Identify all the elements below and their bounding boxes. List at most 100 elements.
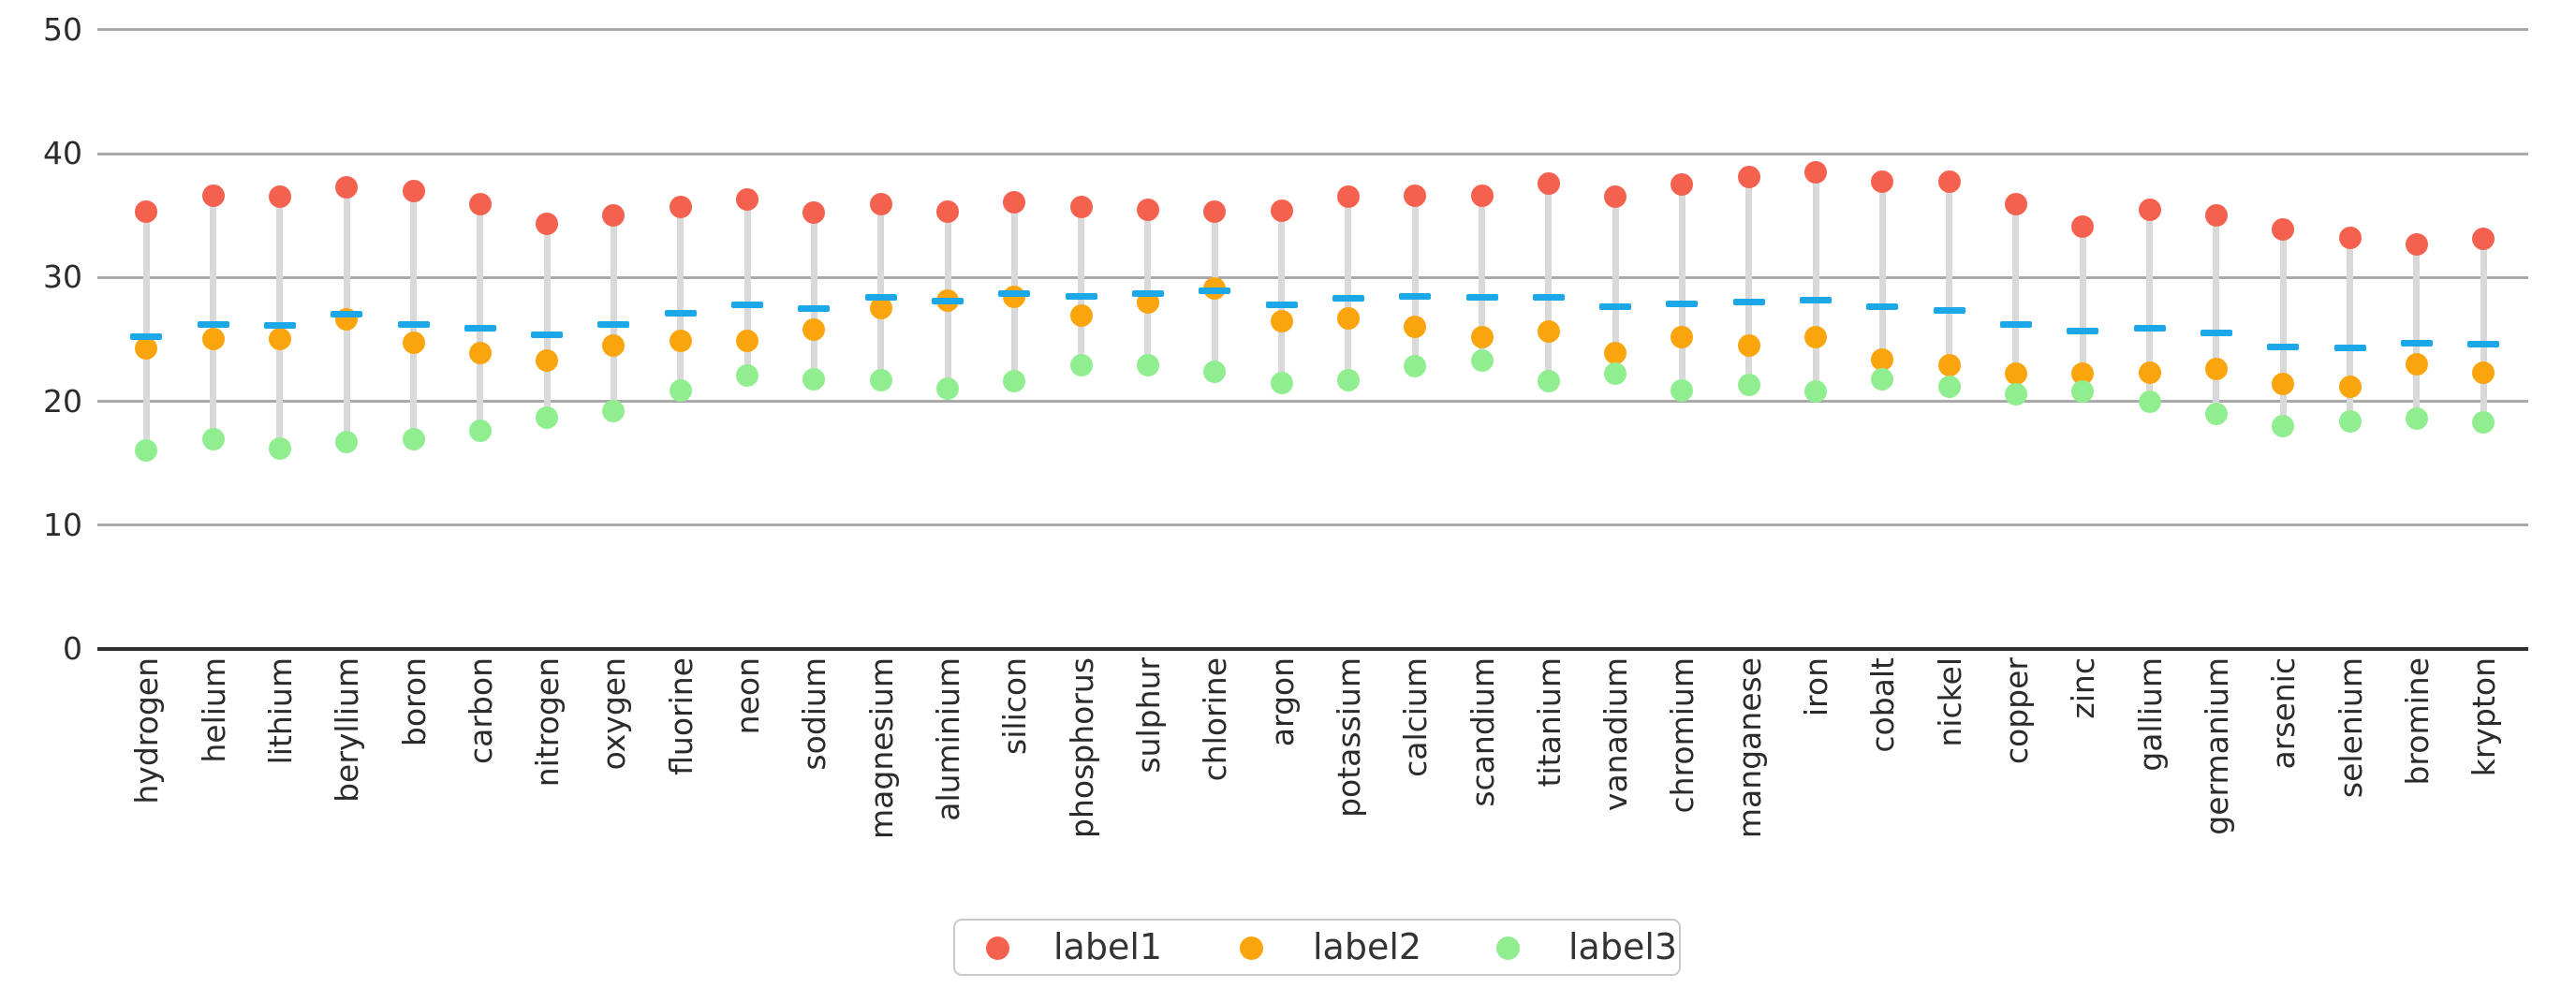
label3-marker: [1604, 362, 1627, 386]
label1-marker: [268, 185, 291, 209]
x-tick-label: krypton: [2466, 657, 2503, 777]
category-stem: [1745, 177, 1753, 386]
category-stem: [743, 199, 751, 376]
label1-marker: [2004, 193, 2027, 216]
label3-marker: [2071, 379, 2095, 403]
category-stem: [477, 204, 484, 432]
label3-marker: [1270, 371, 1293, 394]
x-tick-label: copper: [1997, 657, 2035, 765]
category-stem: [610, 215, 617, 412]
label3-marker: [335, 431, 359, 454]
label3-marker: [736, 363, 759, 387]
label2-marker: [1671, 325, 1694, 348]
mean-dash-marker: [1065, 292, 1097, 300]
mean-dash-marker: [1866, 303, 1899, 311]
label3-marker: [2204, 402, 2228, 425]
label3-marker: [2272, 414, 2295, 437]
label2-marker: [1404, 316, 1427, 339]
legend-label-label2: label2: [1313, 926, 1422, 967]
label3-marker: [1136, 354, 1159, 377]
x-tick-label: bromine: [2398, 657, 2436, 786]
label2-marker: [2405, 352, 2428, 376]
mean-dash-marker: [263, 322, 296, 330]
category-stem: [2213, 215, 2220, 414]
legend-label-label1: label1: [1053, 926, 1163, 967]
mean-dash-marker: [1399, 292, 1432, 300]
category-stem: [2146, 209, 2154, 402]
label2-marker: [468, 341, 492, 364]
label2-marker: [736, 329, 759, 352]
label3-marker: [2338, 409, 2362, 433]
label1-marker: [335, 175, 359, 199]
category-stem: [2413, 243, 2421, 419]
mean-dash-marker: [1265, 301, 1298, 308]
label2-marker: [1737, 333, 1760, 357]
label1-marker: [1604, 185, 1627, 209]
x-tick-label: zinc: [2065, 657, 2102, 719]
mean-dash-marker: [1599, 303, 1632, 311]
mean-dash-marker: [531, 331, 564, 338]
legend-marker-label3: [1496, 936, 1520, 960]
label1-marker: [936, 200, 960, 224]
label3-marker: [1336, 369, 1360, 392]
label3-marker: [1470, 348, 1494, 372]
label1-marker: [1404, 184, 1427, 207]
y-tick-label: 20: [43, 382, 82, 420]
x-tick-label: aluminium: [930, 657, 967, 821]
label3-marker: [1937, 375, 1961, 398]
label1-marker: [1804, 160, 1828, 184]
x-tick-label: nickel: [1931, 657, 1968, 747]
label3-marker: [802, 367, 826, 391]
label1-marker: [2338, 226, 2362, 249]
label3-marker: [936, 377, 960, 401]
label1-marker: [201, 184, 225, 207]
x-tick-label: lithium: [261, 657, 299, 765]
label2-marker: [2272, 372, 2295, 395]
y-gridline: [97, 28, 2528, 32]
label1-marker: [2138, 198, 2161, 221]
category-stem: [410, 190, 418, 440]
category-stem: [810, 213, 817, 379]
x-tick-label: gallium: [2131, 657, 2169, 772]
x-tick-label: magnesium: [862, 657, 900, 839]
label3-marker: [669, 378, 692, 402]
mean-dash-marker: [130, 333, 163, 341]
mean-dash-marker: [1131, 289, 1164, 297]
label2-marker: [1537, 320, 1560, 344]
x-tick-label: beryllium: [329, 657, 366, 803]
label3-marker: [536, 406, 559, 429]
label3-marker: [2138, 390, 2161, 413]
label1-marker: [1336, 185, 1360, 209]
label3-marker: [1804, 379, 1828, 403]
x-tick-label: argon: [1263, 657, 1301, 747]
x-tick-label: germanium: [2198, 657, 2235, 835]
label2-marker: [1470, 325, 1494, 348]
mean-dash-marker: [1999, 321, 2032, 328]
label1-marker: [2272, 217, 2295, 241]
label1-marker: [1069, 195, 1093, 218]
label2-marker: [268, 328, 291, 351]
mean-dash-marker: [1666, 300, 1699, 307]
mean-dash-marker: [1800, 296, 1833, 303]
y-tick-label: 40: [43, 135, 82, 171]
label3-marker: [1203, 360, 1227, 383]
label2-marker: [2138, 361, 2161, 385]
mean-dash-marker: [2133, 324, 2166, 332]
category-stem: [2279, 229, 2287, 426]
y-gridline: [97, 275, 2528, 279]
label2-marker: [536, 348, 559, 372]
label1-marker: [1537, 171, 1560, 195]
label3-marker: [2004, 382, 2027, 406]
mean-dash-marker: [2467, 341, 2500, 348]
mean-dash-marker: [664, 310, 697, 317]
label3-marker: [2405, 407, 2428, 430]
label1-marker: [135, 200, 158, 224]
mean-dash-marker: [397, 321, 430, 328]
x-tick-label: neon: [729, 657, 767, 735]
x-tick-label: carbon: [462, 657, 499, 764]
x-tick-label: helium: [195, 657, 232, 763]
label2-marker: [2204, 358, 2228, 381]
x-tick-label: selenium: [2332, 657, 2369, 799]
label1-marker: [802, 201, 826, 225]
mean-dash-marker: [998, 289, 1031, 297]
